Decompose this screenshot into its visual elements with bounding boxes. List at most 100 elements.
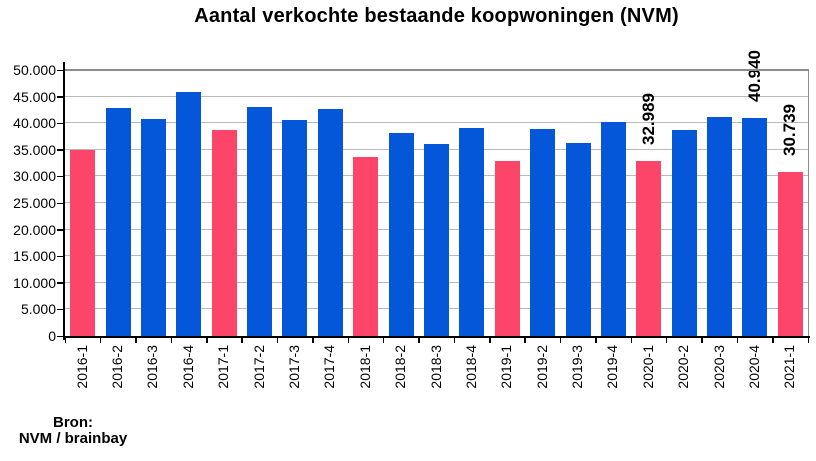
y-tick-label: 0 xyxy=(48,328,56,344)
x-tick xyxy=(170,338,173,343)
x-tick-label-2018-3: 2018-3 xyxy=(427,345,444,389)
x-tick xyxy=(206,338,208,343)
bar-2019-3 xyxy=(565,142,591,336)
y-tick-label: 15.000 xyxy=(13,248,56,265)
x-tick xyxy=(99,338,102,343)
bar-2020-1 xyxy=(636,160,662,336)
x-tick xyxy=(64,338,66,343)
bar-2020-4 xyxy=(742,118,768,336)
x-tick xyxy=(807,338,809,343)
x-tick-label-2017-1: 2017-1 xyxy=(215,345,232,389)
y-tick xyxy=(57,96,63,98)
bar-2019-4 xyxy=(600,122,626,336)
bar-2020-2 xyxy=(671,130,697,336)
bar-2016-4 xyxy=(176,92,202,336)
bar-2018-2 xyxy=(388,132,414,336)
x-tick xyxy=(241,338,243,343)
x-tick-label-2017-3: 2017-3 xyxy=(285,345,302,389)
bar-2020-3 xyxy=(707,117,733,336)
x-tick-label-2017-2: 2017-2 xyxy=(250,345,267,389)
x-tick-label-2020-4: 2020-4 xyxy=(745,345,762,389)
bar-2017-2 xyxy=(247,107,273,336)
x-tick-label-2018-2: 2018-2 xyxy=(392,345,409,389)
y-tick-label: 25.000 xyxy=(13,195,56,211)
x-tick xyxy=(347,338,350,343)
bar-2016-3 xyxy=(140,118,166,336)
y-tick xyxy=(57,122,63,125)
x-tick-label-2019-1: 2019-1 xyxy=(498,345,515,389)
x-tick xyxy=(772,338,774,343)
x-tick-label-2020-3: 2020-3 xyxy=(710,345,727,389)
y-tick xyxy=(57,255,63,258)
x-tick-label-2016-3: 2016-3 xyxy=(144,345,161,389)
x-tick xyxy=(489,338,491,343)
bar-annotation-2020-4: 40.940 xyxy=(744,50,764,103)
x-tick xyxy=(418,338,420,343)
x-tick xyxy=(312,338,314,343)
bar-2016-1 xyxy=(70,149,96,336)
y-tick xyxy=(57,229,63,231)
y-tick-label: 20.000 xyxy=(13,221,56,238)
x-tick xyxy=(524,338,526,343)
bar-2017-1 xyxy=(211,130,237,336)
y-tick-label: 5.000 xyxy=(20,301,56,318)
source-note: Bron: NVM / brainbay xyxy=(4,415,142,447)
y-tick xyxy=(57,335,63,337)
x-tick xyxy=(382,338,385,343)
x-tick-label-2018-4: 2018-4 xyxy=(462,345,479,389)
source-line1: Bron: xyxy=(53,414,93,431)
x-tick xyxy=(630,338,633,343)
x-tick-label-2018-1: 2018-1 xyxy=(356,345,373,389)
x-tick-label-2019-3: 2019-3 xyxy=(569,345,586,389)
y-tick-label: 45.000 xyxy=(13,88,56,105)
y-axis xyxy=(63,62,65,340)
x-tick-label-2020-2: 2020-2 xyxy=(675,345,692,389)
y-tick xyxy=(57,175,63,178)
bar-2018-4 xyxy=(459,128,485,336)
x-tick xyxy=(135,338,137,343)
x-tick-label-2017-4: 2017-4 xyxy=(321,345,338,389)
gridline xyxy=(65,95,808,97)
y-tick xyxy=(57,149,63,151)
y-tick-label: 40.000 xyxy=(13,115,56,132)
x-tick-label-2020-1: 2020-1 xyxy=(639,345,656,389)
gridline xyxy=(65,122,808,124)
bar-2019-2 xyxy=(530,128,556,336)
y-tick xyxy=(57,282,63,284)
y-tick-label: 30.000 xyxy=(13,168,56,185)
bar-2018-1 xyxy=(353,156,379,336)
chart-title: Aantal verkochte bestaande koopwoningen … xyxy=(194,5,679,27)
bar-2018-3 xyxy=(424,144,449,336)
plot-border-right xyxy=(807,70,809,336)
y-tick-label: 50.000 xyxy=(13,62,56,78)
x-tick-label-2016-2: 2016-2 xyxy=(109,345,126,389)
bar-2016-2 xyxy=(105,107,131,336)
x-tick-label-2019-4: 2019-4 xyxy=(604,345,621,389)
bar-2017-3 xyxy=(282,120,308,336)
y-tick xyxy=(57,308,63,311)
bar-2017-4 xyxy=(317,109,343,336)
source-line2: NVM / brainbay xyxy=(18,430,128,447)
x-tick xyxy=(701,338,703,343)
plot-area: 32.989 40.940 30.739 xyxy=(65,50,808,336)
x-tick-label-2021-1: 2021-1 xyxy=(781,345,798,389)
x-tick xyxy=(276,338,279,343)
y-tick-label: 35.000 xyxy=(13,141,56,158)
x-tick-label-2016-4: 2016-4 xyxy=(179,345,196,389)
x-tick xyxy=(559,338,562,343)
x-axis xyxy=(63,336,810,338)
plot-border-top xyxy=(65,69,809,71)
x-tick-label-2016-1: 2016-1 xyxy=(73,345,90,389)
x-tick xyxy=(595,338,597,343)
x-tick-label-2019-2: 2019-2 xyxy=(533,345,550,389)
x-tick xyxy=(453,338,456,343)
bar-2021-1 xyxy=(777,172,803,336)
x-tick xyxy=(736,338,739,343)
bar-annotation-2021-1: 30.739 xyxy=(780,104,800,157)
y-tick xyxy=(57,202,63,204)
x-tick xyxy=(665,338,668,343)
y-tick xyxy=(57,69,63,71)
bar-2019-1 xyxy=(494,160,520,336)
y-tick-label: 10.000 xyxy=(13,274,56,291)
